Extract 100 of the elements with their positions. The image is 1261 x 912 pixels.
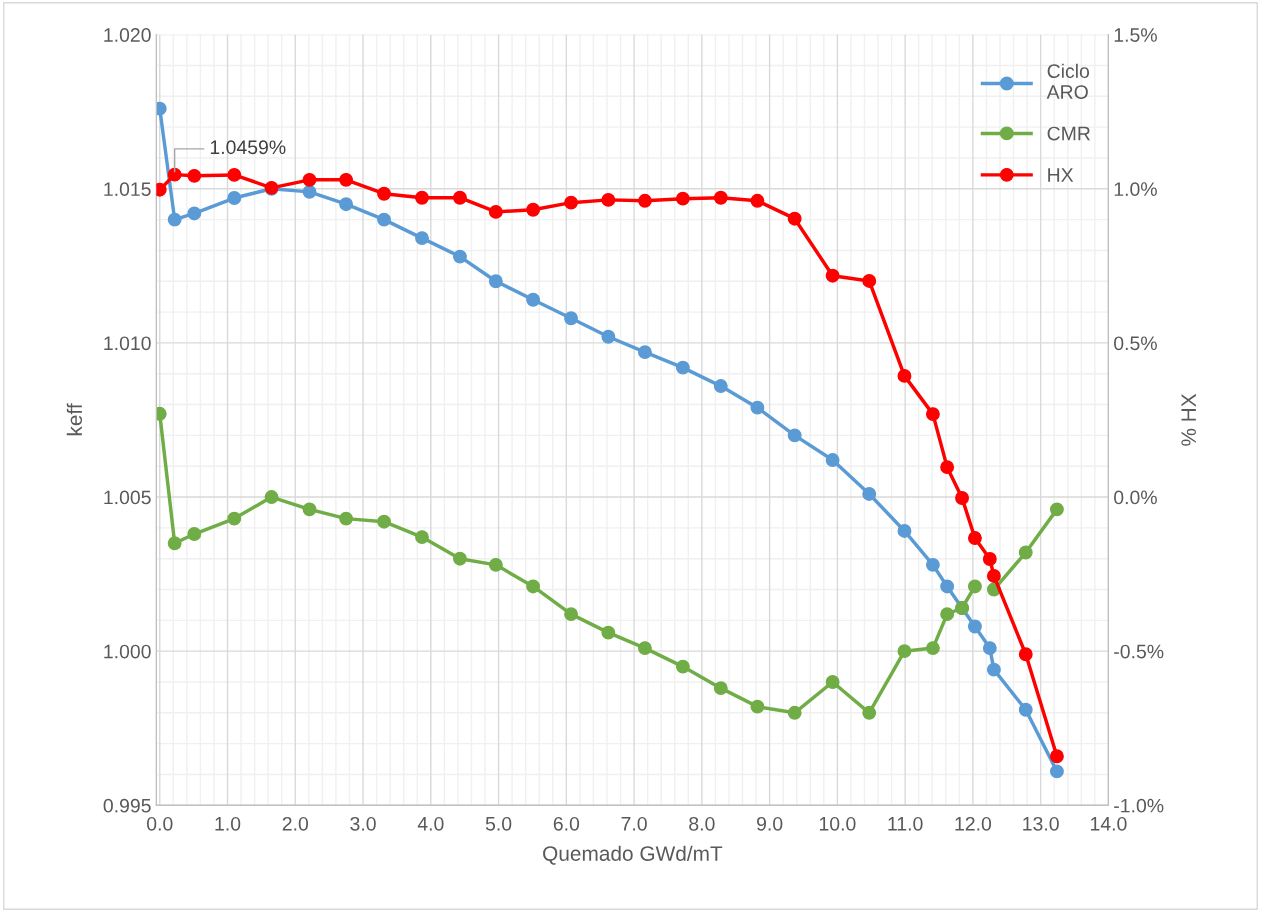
point [1049, 502, 1064, 517]
point [925, 641, 940, 656]
x-tick-label: 10.0 [819, 816, 856, 831]
legend-label: HX [1048, 168, 1074, 182]
point [488, 204, 503, 219]
x-tick-label: 12.0 [955, 816, 992, 831]
y-tick-label: 1.010 [104, 336, 151, 351]
point [862, 487, 877, 501]
x-tick-label: 1.0 [215, 816, 241, 831]
point [302, 172, 317, 187]
point [1049, 749, 1064, 764]
x-tick-label: 5.0 [485, 816, 512, 831]
point [675, 659, 690, 674]
point [637, 641, 652, 656]
point [264, 490, 279, 504]
point [940, 460, 955, 475]
y-tick-label: 1.005 [104, 490, 151, 505]
point [986, 662, 1001, 677]
y-tick-label: 1.020 [104, 28, 151, 42]
point [967, 579, 982, 594]
point [675, 191, 690, 206]
point [187, 168, 202, 183]
point [713, 379, 728, 394]
x-tick-label: 3.0 [350, 816, 376, 831]
point [452, 551, 467, 566]
point [1018, 702, 1033, 717]
point [967, 619, 982, 634]
point [377, 186, 391, 201]
point [675, 360, 690, 375]
x-tick-label: 13.0 [1023, 816, 1059, 831]
x-tick-label: 6.0 [553, 816, 580, 831]
x-tick-label: 2.0 [282, 816, 309, 831]
point [415, 231, 429, 246]
point [940, 579, 955, 594]
point [227, 511, 242, 526]
point [750, 193, 765, 208]
point [564, 607, 579, 622]
point [940, 607, 955, 622]
y-axis-title: keff [66, 403, 83, 436]
y2-tick-label: 0.0% [1114, 490, 1157, 505]
point [415, 190, 429, 205]
point [488, 557, 503, 572]
x-tick-label: 9.0 [757, 816, 783, 831]
point [187, 527, 202, 541]
point [167, 167, 182, 182]
data-label: 1.0459% [210, 140, 286, 155]
point [1018, 545, 1033, 560]
point [564, 311, 579, 326]
point [750, 699, 765, 714]
point [955, 491, 969, 505]
y2-tick-label: 1.5% [1114, 28, 1157, 42]
point [601, 192, 616, 207]
point [862, 705, 877, 720]
point [302, 184, 317, 199]
point [825, 268, 840, 283]
point [713, 681, 728, 696]
point [377, 212, 391, 227]
point [526, 579, 541, 594]
point [713, 190, 728, 205]
point [302, 502, 317, 517]
point [452, 190, 467, 205]
legend-label: Ciclo ARO [1046, 63, 1090, 99]
point [787, 428, 802, 443]
y2-tick-label: 1.0% [1114, 182, 1157, 197]
point [227, 191, 242, 205]
point [986, 569, 1001, 583]
y2-tick-label: -0.5% [1114, 644, 1164, 659]
point [925, 557, 940, 572]
x-tick-label: 4.0 [417, 816, 444, 831]
legend-label: CMR [1047, 126, 1091, 141]
point [897, 524, 912, 538]
point [377, 514, 391, 529]
x-tick-label: 14.0 [1090, 816, 1127, 831]
point [167, 536, 182, 551]
point [1018, 647, 1033, 662]
point [601, 625, 616, 640]
point [967, 531, 982, 545]
point [227, 167, 242, 182]
point [564, 195, 579, 210]
point [897, 644, 912, 659]
point [825, 453, 840, 467]
point [339, 197, 354, 212]
point [925, 407, 940, 422]
point [187, 206, 202, 221]
point [750, 400, 765, 415]
y2-axis-title: % HX [1181, 393, 1196, 446]
x-tick-label: 11.0 [888, 816, 923, 831]
x-tick-label: 8.0 [689, 816, 715, 831]
y-tick-label: 0.995 [103, 798, 151, 813]
point [982, 641, 997, 656]
y-tick-label: 1.000 [104, 644, 151, 659]
point [637, 193, 652, 208]
x-axis-title: Quemado GWd/mT [543, 845, 723, 865]
point [982, 552, 997, 566]
point [787, 705, 802, 720]
point [167, 212, 182, 227]
y2-tick-label: -1.0% [1114, 798, 1164, 813]
point [787, 211, 802, 226]
point [526, 202, 541, 217]
x-tick-label: 7.0 [621, 816, 647, 831]
